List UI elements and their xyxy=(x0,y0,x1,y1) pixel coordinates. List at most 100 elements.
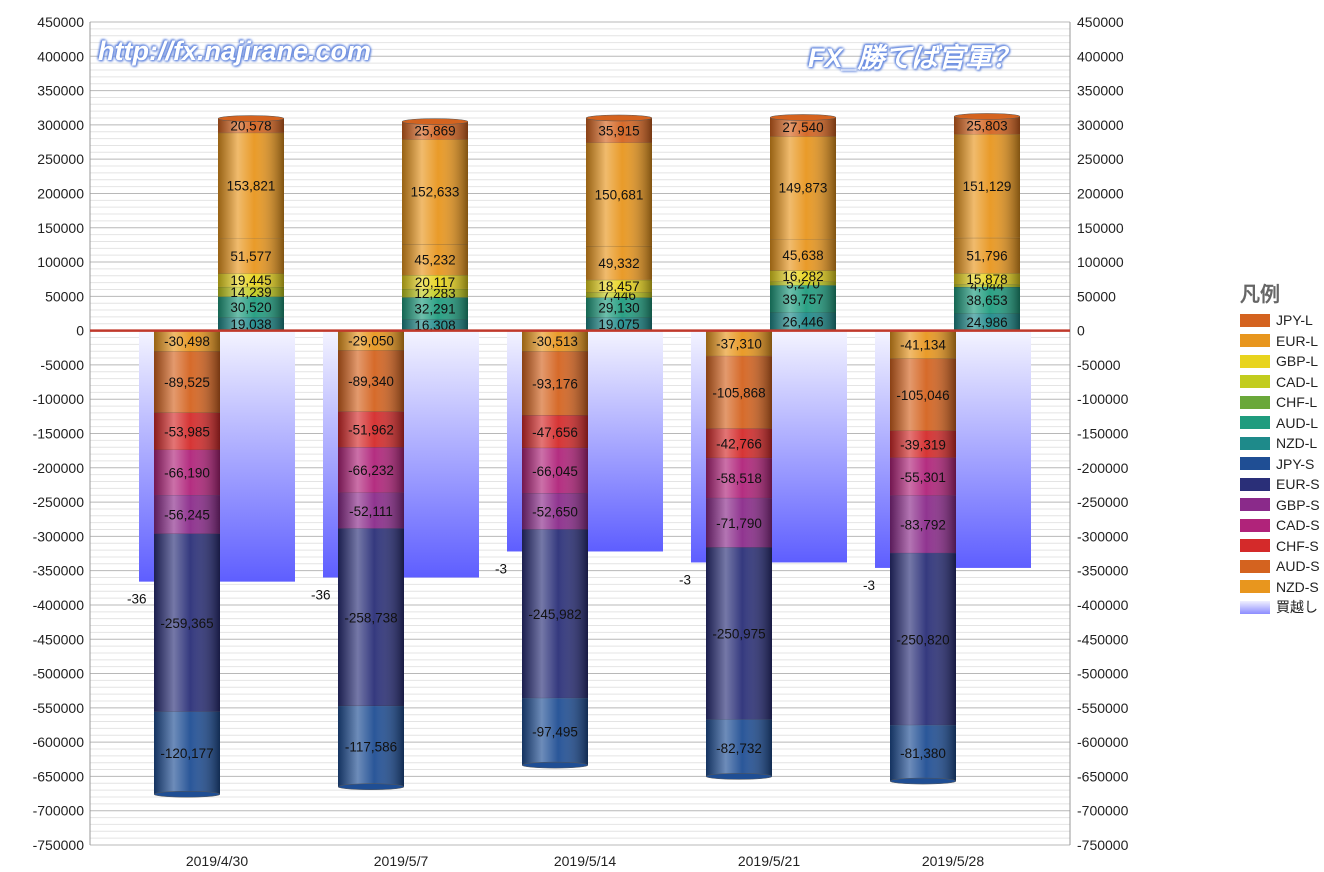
bar-segment-shade xyxy=(154,711,220,795)
legend-item: CAD-L xyxy=(1240,372,1324,393)
bar-segment-shade xyxy=(770,136,836,240)
y-tick-label: 200000 xyxy=(1077,185,1124,201)
bar-segment-label: 150,681 xyxy=(595,187,644,202)
bar-segment-shade xyxy=(402,275,468,289)
legend-swatch xyxy=(1240,395,1270,409)
y-tick-label: 400000 xyxy=(1077,48,1124,64)
legend-item: JPY-S xyxy=(1240,454,1324,475)
bar-segment-label: 12,283 xyxy=(414,286,455,301)
legend-label: AUD-L xyxy=(1276,414,1319,431)
bar-segment-shade xyxy=(770,117,836,137)
y-tick-label: -200000 xyxy=(1077,460,1129,476)
x-tick-label: 2019/5/28 xyxy=(922,853,984,869)
bar-segment-label: -51,962 xyxy=(348,423,394,438)
y-tick-label: 350000 xyxy=(1077,83,1124,99)
bar-segment-label: -259,365 xyxy=(160,616,213,631)
bar-segment-label: -117,586 xyxy=(345,739,397,754)
bar-segment-shade xyxy=(706,356,772,429)
bar-segment-label: -55,301 xyxy=(900,470,946,485)
bar-segment-label: 24,986 xyxy=(966,315,1007,330)
bar-segment-label: -30,513 xyxy=(532,334,578,349)
y-tick-label: 250000 xyxy=(1077,151,1124,167)
y-tick-label: 100000 xyxy=(1077,254,1124,270)
net-bar-label: -36 xyxy=(311,588,331,603)
bar-cap xyxy=(217,115,285,122)
y-tick-label: 450000 xyxy=(1077,14,1124,30)
bar-segment-shade xyxy=(586,279,652,293)
legend-item: NZD-S xyxy=(1240,577,1324,598)
bar-segment-shade xyxy=(890,358,956,431)
bar-segment-label: 149,873 xyxy=(779,181,828,196)
legend-swatch xyxy=(1240,436,1270,450)
bar-segment-label: -52,650 xyxy=(532,504,578,519)
bar-segment-shade xyxy=(586,317,652,331)
bar-segment-shade xyxy=(338,706,404,787)
bar-cap xyxy=(521,761,589,769)
bar-cap xyxy=(585,114,653,122)
y-tick-label: 50000 xyxy=(45,288,84,304)
bar-segment-label: 151,129 xyxy=(963,179,1012,194)
bar-segment-label: 45,638 xyxy=(782,248,823,263)
y-tick-label: -450000 xyxy=(33,631,85,647)
y-tick-label: 150000 xyxy=(37,220,84,236)
bar-segment-shade xyxy=(522,529,588,699)
legend-swatch xyxy=(1240,375,1270,389)
legend-swatch xyxy=(1240,477,1270,491)
bar-segment-label: -81,380 xyxy=(900,746,946,761)
watermark-url: http://fx.najirane.com xyxy=(98,36,372,66)
bar-segment-shade xyxy=(770,239,836,271)
bar-segment-shade xyxy=(890,330,956,359)
legend-label: GBP-L xyxy=(1276,353,1319,370)
legend-swatch xyxy=(1240,580,1270,594)
bar-segment-shade xyxy=(706,330,772,357)
bar-segment-label: 35,915 xyxy=(598,123,639,138)
x-axis: 2019/4/30 2019/5/7 2019/5/14 2019/5/21 2019/… xyxy=(186,853,984,869)
bar-segment-shade xyxy=(586,245,652,280)
bar-segment-label: -245,982 xyxy=(528,607,581,622)
bar-segment-label: -83,792 xyxy=(900,518,946,533)
bar-cap xyxy=(337,783,405,790)
bar-segment-label: -42,766 xyxy=(716,436,762,451)
bar-segment-shade xyxy=(890,495,956,554)
y-tick-label: -550000 xyxy=(1077,700,1129,716)
bar-segment-label: -89,525 xyxy=(164,375,210,390)
bar-segment-label: -120,177 xyxy=(160,746,213,761)
y-tick-label: -550000 xyxy=(33,700,85,716)
y-tick-label: -500000 xyxy=(1077,666,1129,682)
y-tick-label: -400000 xyxy=(1077,597,1129,613)
legend-label: JPY-S xyxy=(1276,455,1315,472)
bar-segment-shade xyxy=(954,134,1020,238)
net-bar-label: -3 xyxy=(495,561,507,576)
bar-segment-shade xyxy=(218,238,284,274)
bar-segment-shade xyxy=(338,492,404,529)
bar-segment-label: 25,803 xyxy=(966,118,1007,133)
y-tick-label: -150000 xyxy=(1077,426,1129,442)
legend-swatch xyxy=(1240,600,1270,614)
bar-segment-shade xyxy=(586,297,652,318)
bar-segment-label: 51,577 xyxy=(230,249,271,264)
bar-segment-label: -39,319 xyxy=(900,437,946,452)
y-tick-label: -500000 xyxy=(33,666,85,682)
y-tick-label: -50000 xyxy=(1077,357,1121,373)
y-tick-label: -300000 xyxy=(33,528,85,544)
bar-segment-label: -66,232 xyxy=(348,463,394,478)
bar-segment-shade xyxy=(586,117,652,143)
bar-segment-label: -89,340 xyxy=(348,374,394,389)
y-tick-label: 250000 xyxy=(37,151,84,167)
legend-swatch xyxy=(1240,518,1270,532)
x-tick-label: 2019/5/14 xyxy=(554,853,616,869)
bar-segment-label: -41,134 xyxy=(900,338,946,353)
bar-segment-shade xyxy=(218,273,284,287)
bar-segment-label: -29,050 xyxy=(348,334,394,349)
bar-segment-shade xyxy=(586,292,652,298)
bar-segment-label: 25,869 xyxy=(414,123,455,138)
bar-segment-label: 20,578 xyxy=(230,119,271,134)
bar-segment-label: -66,190 xyxy=(164,466,210,481)
bar-segment-label: 30,520 xyxy=(230,300,271,315)
legend-item: GBP-S xyxy=(1240,495,1324,516)
net-bar-label: -36 xyxy=(127,592,147,607)
bar-segment-label: 19,038 xyxy=(230,317,271,332)
y-axis-right: 450000 400000 350000 300000 250000 200000 1500… xyxy=(1077,14,1129,853)
bar-segment-shade xyxy=(706,458,772,499)
